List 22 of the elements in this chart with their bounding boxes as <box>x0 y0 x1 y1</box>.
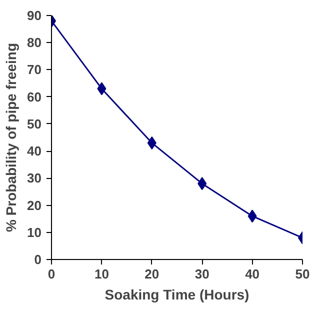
y-tick-label: 90 <box>27 8 42 23</box>
point <box>147 136 156 150</box>
x-tick-label: 30 <box>194 266 210 282</box>
y-tick-label: 0 <box>34 252 42 267</box>
y-tick-label: 70 <box>27 62 42 78</box>
x-axis-title: Soaking Time (Hours) <box>104 286 250 302</box>
x-tick-label: 10 <box>94 266 109 282</box>
y-axis-title: % Probability of pipe freeing <box>3 42 20 232</box>
y-tick-label: 60 <box>27 89 42 104</box>
x-tick-label: 0 <box>48 266 56 282</box>
y-tick-label: 80 <box>27 35 42 50</box>
x-tick-label: 40 <box>245 266 260 282</box>
y-tick-label: 10 <box>27 224 42 240</box>
y-tick-label: 30 <box>27 170 42 186</box>
point <box>97 82 106 96</box>
y-tick-label: 40 <box>27 144 42 159</box>
x-tick-label: 20 <box>144 266 160 282</box>
y-tick-label: 50 <box>27 116 42 132</box>
y-tick-label: 20 <box>27 198 42 213</box>
point <box>248 210 257 223</box>
x-tick-label: 50 <box>295 266 310 282</box>
point <box>198 177 207 190</box>
